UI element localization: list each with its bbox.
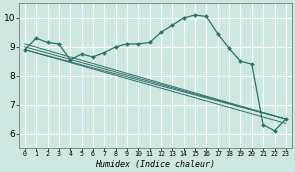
X-axis label: Humidex (Indice chaleur): Humidex (Indice chaleur) <box>95 159 215 169</box>
